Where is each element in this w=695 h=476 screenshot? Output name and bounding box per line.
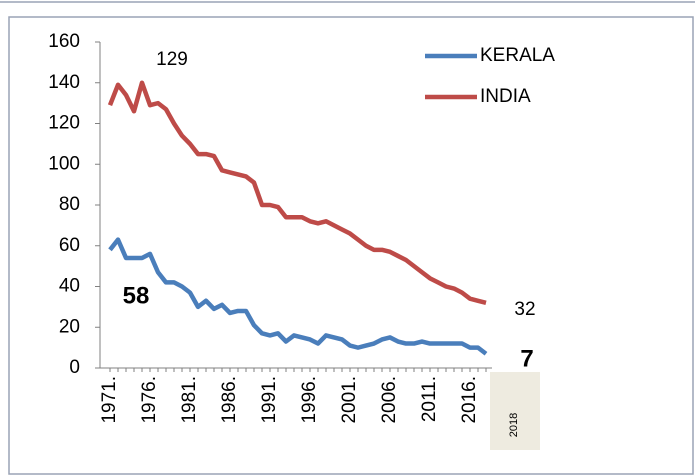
x-tick-label: 1986. (219, 376, 240, 424)
series-line (108, 237, 488, 356)
chart-frame (8, 16, 694, 475)
annotation: 32 (514, 299, 535, 320)
x-tick-label: 2016. (459, 376, 480, 424)
y-tick-label: 0 (69, 357, 80, 378)
annotation: 58 (123, 282, 150, 309)
x-tick-label: 2018 (508, 413, 520, 437)
x-tick-label: 1996. (299, 376, 320, 424)
y-tick-label: 160 (48, 31, 80, 52)
x-tick-label: 2011. (419, 376, 440, 422)
legend-label: INDIA (480, 86, 531, 107)
y-tick-label: 100 (48, 153, 80, 174)
x-tick-label: 1991. (259, 376, 280, 424)
x-tick-label: 2006. (379, 376, 400, 424)
y-tick-label: 120 (48, 113, 80, 134)
highlight-box (490, 372, 540, 450)
y-tick-label: 60 (59, 235, 80, 256)
x-tick-label: 1981. (179, 376, 200, 424)
y-tick-label: 20 (59, 316, 80, 337)
x-tick-label: 2001. (339, 376, 360, 424)
x-tick-label: 1971. (99, 376, 120, 424)
annotation: 7 (520, 345, 533, 372)
y-tick-label: 80 (59, 194, 80, 215)
annotation: 129 (156, 49, 188, 70)
y-tick-label: 40 (59, 276, 80, 297)
x-tick-label: 1976. (139, 376, 160, 424)
legend-label: KERALA (480, 45, 555, 66)
y-tick-label: 140 (48, 72, 80, 93)
series-line (107, 80, 487, 305)
